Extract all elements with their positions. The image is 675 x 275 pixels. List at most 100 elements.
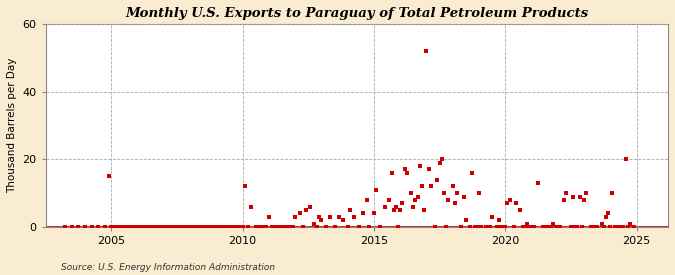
Point: [73, 225, 84, 229]
Point: [399, 167, 410, 172]
Point: [436, 157, 447, 161]
Point: [580, 191, 591, 195]
Point: [452, 191, 462, 195]
Point: [294, 211, 305, 216]
Point: [570, 225, 580, 229]
Point: [371, 188, 381, 192]
Point: [425, 184, 436, 189]
Point: [263, 215, 274, 219]
Point: [386, 171, 397, 175]
Point: [568, 194, 578, 199]
Point: [203, 225, 214, 229]
Point: [369, 211, 379, 216]
Point: [502, 201, 513, 205]
Point: [213, 225, 224, 229]
Point: [548, 221, 559, 226]
Point: [190, 225, 200, 229]
Point: [206, 225, 217, 229]
Point: [135, 225, 146, 229]
Point: [614, 225, 624, 229]
Point: [308, 221, 319, 226]
Point: [443, 198, 454, 202]
Point: [537, 225, 548, 229]
Point: [518, 225, 529, 229]
Point: [471, 225, 482, 229]
Point: [60, 225, 71, 229]
Point: [259, 225, 269, 229]
Point: [132, 225, 143, 229]
Point: [195, 225, 206, 229]
Point: [312, 225, 323, 229]
Point: [174, 225, 185, 229]
Point: [467, 171, 478, 175]
Point: [430, 225, 441, 229]
Point: [99, 225, 110, 229]
Point: [329, 225, 340, 229]
Point: [543, 225, 554, 229]
Point: [316, 218, 327, 222]
Title: Monthly U.S. Exports to Paraguay of Total Petroleum Products: Monthly U.S. Exports to Paraguay of Tota…: [126, 7, 589, 20]
Point: [495, 225, 506, 229]
Point: [533, 181, 543, 185]
Point: [256, 225, 267, 229]
Point: [629, 225, 640, 229]
Point: [618, 225, 629, 229]
Point: [161, 225, 172, 229]
Point: [109, 225, 119, 229]
Point: [421, 49, 432, 53]
Point: [605, 225, 616, 229]
Point: [209, 225, 219, 229]
Point: [550, 225, 561, 229]
Point: [171, 225, 182, 229]
Point: [200, 225, 211, 229]
Point: [145, 225, 156, 229]
Point: [412, 194, 423, 199]
Point: [198, 225, 209, 229]
Point: [469, 225, 480, 229]
Point: [419, 208, 430, 212]
Point: [127, 225, 138, 229]
Point: [601, 215, 612, 219]
Point: [384, 198, 395, 202]
Point: [182, 225, 193, 229]
Point: [375, 225, 386, 229]
Point: [282, 225, 293, 229]
Point: [590, 225, 601, 229]
Point: [242, 225, 253, 229]
Point: [529, 225, 539, 229]
Point: [314, 215, 325, 219]
Point: [269, 225, 279, 229]
Point: [169, 225, 180, 229]
Point: [596, 221, 607, 226]
Point: [465, 225, 476, 229]
Point: [620, 157, 631, 161]
Point: [344, 208, 355, 212]
Point: [476, 225, 487, 229]
Point: [279, 225, 290, 229]
Point: [119, 225, 130, 229]
Point: [188, 225, 198, 229]
Point: [140, 225, 151, 229]
Point: [211, 225, 222, 229]
Point: [277, 225, 288, 229]
Point: [554, 225, 565, 229]
Point: [364, 225, 375, 229]
Point: [235, 225, 246, 229]
Point: [448, 184, 458, 189]
Point: [298, 225, 308, 229]
Point: [408, 205, 418, 209]
Point: [67, 225, 78, 229]
Point: [578, 198, 589, 202]
Point: [232, 225, 243, 229]
Point: [610, 225, 620, 229]
Point: [287, 225, 298, 229]
Point: [253, 225, 264, 229]
Point: [122, 225, 132, 229]
Point: [301, 208, 312, 212]
Point: [456, 225, 467, 229]
Point: [458, 194, 469, 199]
Point: [450, 201, 460, 205]
Point: [515, 208, 526, 212]
Point: [230, 225, 240, 229]
Point: [166, 225, 177, 229]
